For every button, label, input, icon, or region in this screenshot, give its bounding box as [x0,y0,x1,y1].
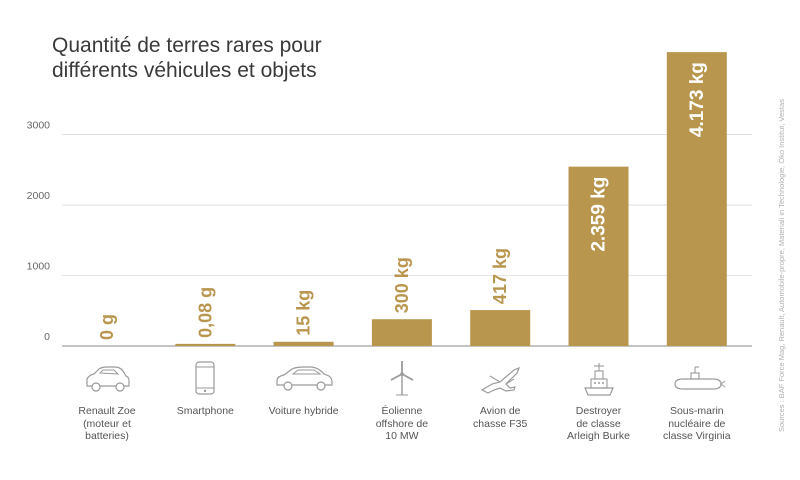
bar [371,319,432,346]
data-label: 4.173 kg [687,62,708,137]
category-label: Sous-marin nucléaire de classe Virginia [663,405,731,442]
y-tick-label: 1000 [27,261,51,273]
source-note: Sources : BAF Force Mag, Renault, Automo… [777,99,786,432]
smartphone-icon [175,360,235,398]
fighter-jet-icon [470,360,530,398]
wind-turbine-icon [372,360,432,398]
bar [666,52,727,346]
gridlines [62,134,752,347]
y-tick-label: 3000 [27,120,51,132]
chart-title: Quantité de terres rares pour différents… [52,34,322,82]
data-label: 0,08 g [195,287,215,338]
y-axis-ticks: 0 1000 2000 3000 [27,120,51,343]
y-tick-label: 2000 [27,190,51,202]
bar [568,166,629,346]
car-icon [77,360,137,398]
category-label: Voiture hybride [268,405,339,417]
destroyer-ship-icon [569,360,629,398]
submarine-icon [667,360,727,398]
category-label: Avion de chasse F35 [473,405,528,430]
category-label: Smartphone [176,405,234,417]
data-label: 417 kg [490,248,510,304]
category-label: Destroyer de classe Arleigh Burke [566,405,631,442]
bar [470,310,531,346]
hybrid-car-icon [274,360,334,398]
bar [175,343,236,346]
value-labels: 0 g 0,08 g 15 kg 300 kg 417 kg 2.359 kg 4.173 … [97,62,708,340]
data-label: 15 kg [294,290,314,336]
category-label: Éolienne offshore de 10 MW [375,405,429,442]
y-tick-label: 0 [44,331,50,343]
bar [273,341,334,346]
bars [175,52,727,346]
data-label: 0 g [97,314,117,340]
category-label: Renault Zoe (moteur et batteries) [78,405,136,442]
data-label: 2.359 kg [589,177,610,252]
data-label: 300 kg [392,257,412,313]
